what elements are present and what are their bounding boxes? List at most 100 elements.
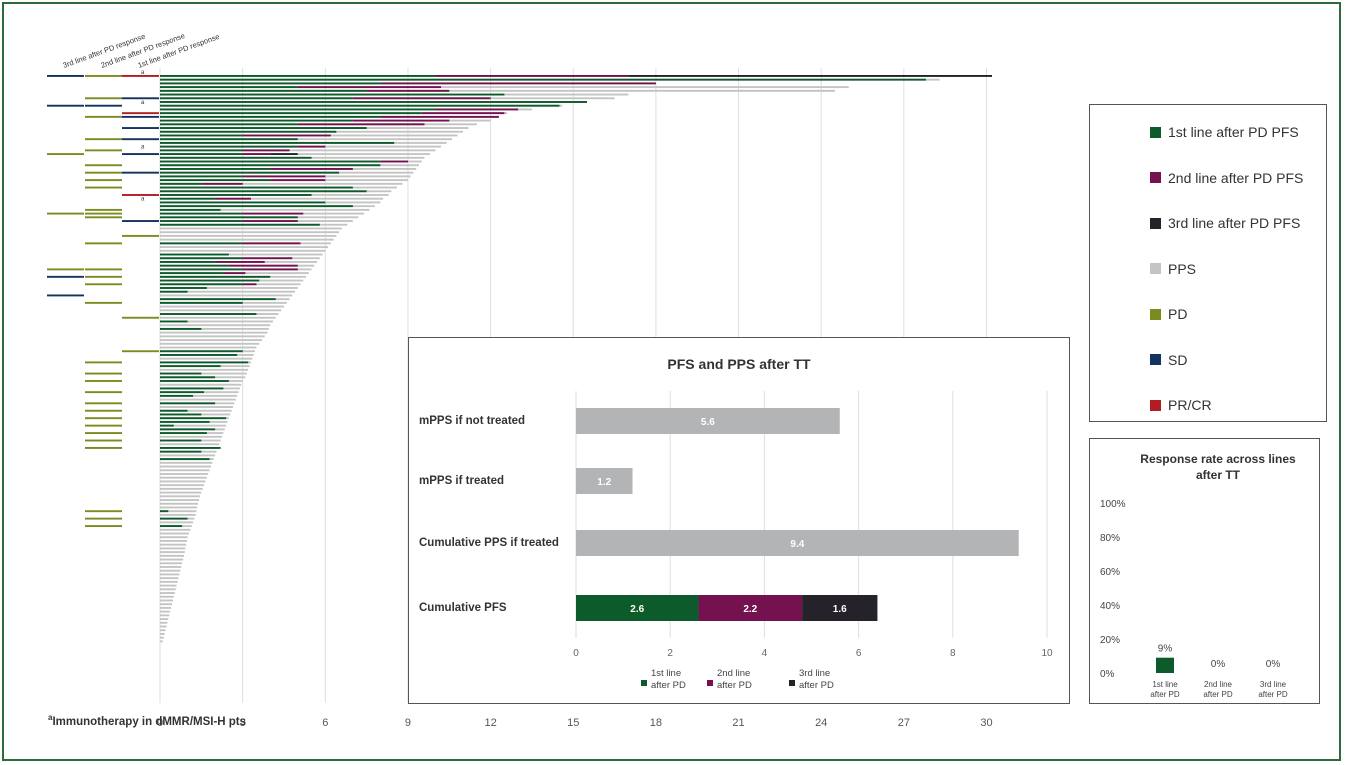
rr-tick-label: 40% — [1100, 601, 1120, 612]
inset-tick-label: 0 — [573, 648, 579, 659]
inset-legend-label-line1: 2nd line — [717, 668, 750, 679]
response-bar — [85, 275, 122, 278]
pps-bar-value: 1.2 — [597, 477, 611, 488]
rr-tick-label: 60% — [1100, 567, 1120, 578]
legend-label: SD — [1168, 351, 1188, 368]
pps-bar — [160, 294, 293, 297]
response-bar — [85, 179, 122, 182]
legend-swatch — [1150, 354, 1161, 365]
pfs1-bar — [160, 380, 229, 382]
pfs1-bar — [160, 160, 381, 163]
pfs2-bar — [297, 145, 326, 148]
pfs1-bar — [160, 290, 188, 293]
pfs2-bar — [421, 112, 505, 115]
pps-bar — [160, 327, 269, 330]
pps-bar — [160, 454, 216, 457]
rr-value-label: 0% — [1211, 659, 1226, 670]
pps-bar — [160, 603, 173, 606]
pps-bar — [160, 610, 171, 613]
inset-legend-swatch — [641, 680, 647, 686]
pfs1-bar — [160, 517, 188, 520]
inset-legend-label-line2: after PD — [799, 680, 834, 691]
pps-bar — [160, 149, 436, 152]
rr-title-line2: after TT — [1196, 468, 1241, 482]
response-bar — [85, 164, 122, 167]
pps-bar — [160, 246, 329, 249]
legend-item: 1st line after PD PFS — [1150, 122, 1299, 142]
response-bar — [85, 268, 122, 271]
pps-bar — [160, 342, 260, 345]
pps-bar — [160, 513, 196, 516]
pfs1-bar — [160, 127, 367, 129]
x-tick-label: 3 — [240, 717, 246, 729]
pfs2-bar — [201, 182, 243, 185]
legend-label: 2nd line after PD PFS — [1168, 169, 1304, 186]
pfs1-bar — [160, 197, 216, 200]
pfs-pps-inset-panel: PFS and PPS after TT 0 2 4 6 8 10 mPPS if not t… — [408, 337, 1070, 704]
pfs2-bar — [242, 220, 298, 222]
pfs2-bar — [242, 153, 271, 156]
pps-bar — [160, 316, 276, 319]
pps-bar — [160, 305, 284, 308]
legend-swatch — [1150, 126, 1161, 138]
footnote: aImmunotherapy in dMMR/MSI-H pts — [48, 713, 246, 728]
pps-bar — [160, 290, 295, 293]
pfs1-bar — [160, 313, 257, 315]
inset-legend-label-line2: after PD — [651, 680, 686, 691]
pfs2-bar — [352, 97, 491, 100]
pfs2-bar — [215, 197, 251, 200]
pps-bar — [160, 499, 200, 501]
pfs1-bar — [160, 216, 298, 219]
response-bar — [47, 104, 84, 107]
pps-bar — [160, 480, 206, 483]
immunotherapy-marker: a — [141, 144, 145, 150]
pfs2-bar — [242, 134, 331, 137]
pps-bar — [160, 249, 326, 252]
inset-tick-label: 4 — [762, 648, 768, 659]
inset-legend-swatch — [707, 680, 713, 686]
pfs1-bar — [160, 413, 202, 416]
rr-tick-label: 20% — [1100, 635, 1120, 646]
pps-bar — [160, 86, 849, 89]
pfs-stack-value: 1.6 — [833, 604, 847, 615]
response-rate-chart: Response rate across lines after TT 0% 20% 4… — [1100, 452, 1296, 699]
pfs-stack-value: 2.2 — [743, 604, 757, 615]
pps-bar — [160, 558, 184, 561]
pps-bar — [160, 521, 194, 524]
pps-bar — [160, 562, 183, 565]
pfs1-bar — [160, 212, 243, 215]
x-tick-label: 9 — [405, 717, 411, 729]
response-bar — [85, 149, 122, 152]
legend-label: 3rd line after PD PFS — [1168, 215, 1301, 231]
response-bar — [122, 97, 159, 100]
pfs1-bar — [160, 78, 926, 81]
response-bar — [85, 391, 122, 394]
inset-category-label: Cumulative PPS if treated — [419, 537, 559, 549]
pfs1-bar — [160, 458, 210, 461]
pps-bar — [160, 398, 236, 401]
pps-bar — [160, 606, 172, 609]
pfs1-bar — [160, 89, 367, 92]
immunotherapy-marker: a — [141, 70, 145, 76]
pps-bar — [160, 577, 179, 580]
pfs1-bar — [160, 205, 353, 208]
pfs1-bar — [160, 372, 202, 375]
pps-bar — [160, 357, 253, 360]
response-bar — [47, 75, 84, 77]
pps-bar — [160, 383, 242, 386]
response-bar — [85, 409, 122, 412]
pps-bar — [160, 197, 384, 200]
pfs2-bar — [380, 82, 656, 85]
pfs2-bar — [242, 257, 293, 260]
response-bar — [122, 115, 159, 118]
pfs1-bar — [160, 261, 216, 263]
response-bar — [47, 294, 84, 297]
pfs1-bar — [160, 168, 271, 170]
legend-swatch — [1150, 172, 1161, 183]
pps-bar — [160, 394, 238, 397]
pps-bar — [160, 629, 166, 632]
pps-bar — [160, 309, 282, 312]
x-tick-label: 21 — [732, 717, 744, 729]
pps-bar — [576, 530, 1019, 556]
legend-item: PR/CR — [1150, 395, 1212, 415]
